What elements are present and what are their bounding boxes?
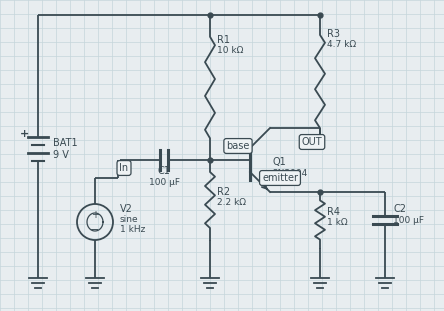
Text: +: +: [20, 129, 28, 139]
Text: 1 kHz: 1 kHz: [120, 225, 145, 234]
Text: R2: R2: [217, 187, 230, 197]
Text: 2N3904: 2N3904: [272, 169, 307, 178]
Text: C1: C1: [158, 166, 170, 176]
Text: 2.2 kΩ: 2.2 kΩ: [217, 198, 246, 207]
Text: sine: sine: [120, 215, 139, 224]
Text: 100 μF: 100 μF: [148, 178, 179, 187]
Text: C2: C2: [393, 204, 406, 214]
Text: base: base: [226, 141, 250, 151]
Text: 10 kΩ: 10 kΩ: [217, 46, 243, 55]
Text: R1: R1: [217, 35, 230, 45]
Text: Q1: Q1: [272, 157, 286, 167]
Text: R4: R4: [327, 207, 340, 217]
Text: R3: R3: [327, 29, 340, 39]
Text: 100 μF: 100 μF: [393, 216, 424, 225]
Text: 9 V: 9 V: [53, 150, 69, 160]
Text: V2: V2: [120, 204, 133, 214]
Text: OUT: OUT: [301, 137, 322, 147]
Text: In: In: [119, 163, 129, 173]
Text: 4.7 kΩ: 4.7 kΩ: [327, 40, 356, 49]
Text: 1 kΩ: 1 kΩ: [327, 218, 348, 227]
Text: BAT1: BAT1: [53, 138, 78, 148]
Text: −: −: [90, 225, 100, 235]
Text: +: +: [91, 210, 99, 220]
Text: emitter: emitter: [262, 173, 298, 183]
